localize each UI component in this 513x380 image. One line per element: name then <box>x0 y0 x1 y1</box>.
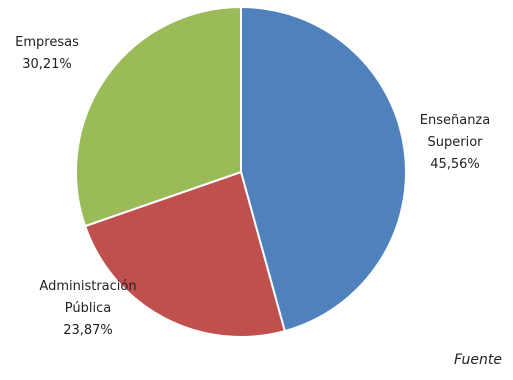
slice-label-2: Administración Pública 23,87% <box>39 279 136 338</box>
slice-label-3: Empresas 30,21% <box>15 35 79 72</box>
pie-slice-2 <box>83 170 287 338</box>
pie-slice-1 <box>240 5 407 333</box>
pie-slice-3 <box>75 5 242 228</box>
source-note: Fuente <box>454 352 502 368</box>
slice-label-1: Enseñanza Superior 45,56% <box>420 113 490 172</box>
